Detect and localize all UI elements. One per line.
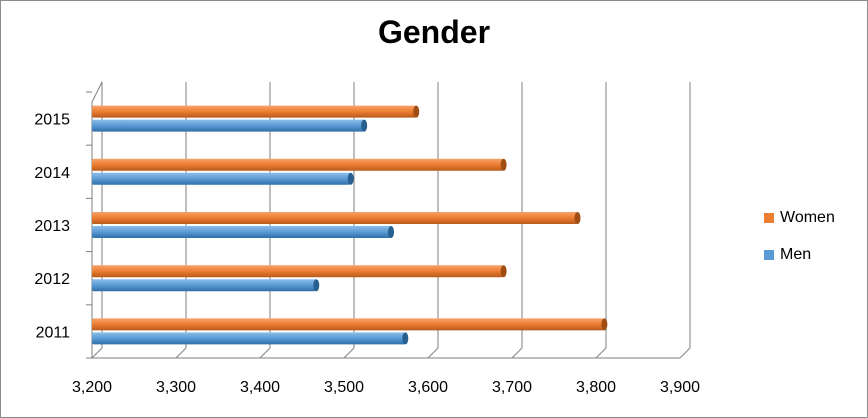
bar-men-2014 (92, 172, 351, 185)
bar-end-cap (402, 332, 409, 345)
bar-women-2014 (92, 158, 504, 171)
y-tick-label: 2011 (36, 324, 71, 341)
bar-women-2015 (92, 105, 417, 118)
grid-floor-line (343, 347, 355, 359)
legend-swatch-men (764, 250, 774, 260)
x-tick-label: 3,300 (156, 379, 196, 396)
tick-labels: 2011 2012 2013 2014 2015 3,200 3,300 3,400 3,500… (34, 112, 700, 396)
grid-floor-line (679, 347, 691, 359)
bar-end-cap (413, 105, 420, 118)
y-axis-top-edge (91, 81, 103, 103)
grid-floor-line (91, 347, 103, 359)
legend-label-women: Women (780, 209, 835, 226)
y-tick-label: 2013 (34, 218, 70, 235)
x-tick-label: 3,700 (492, 379, 532, 396)
bar-women-2012 (92, 265, 504, 278)
grid-floor-line (259, 347, 271, 359)
bar-end-cap (574, 212, 581, 224)
x-tick-label: 3,800 (576, 379, 616, 396)
bar-men-2011 (92, 332, 406, 345)
x-tick-label: 3,500 (324, 379, 364, 396)
y-tick-label: 2015 (34, 112, 70, 129)
grid-floor-line (511, 347, 523, 359)
legend-item-women: Women (764, 208, 835, 228)
bar-women-2013 (92, 212, 578, 224)
y-tick-label: 2012 (34, 271, 70, 288)
bars (92, 105, 608, 345)
bar-men-2015 (92, 119, 365, 132)
grid-floor-line (175, 347, 187, 359)
x-tick-label: 3,400 (240, 379, 280, 396)
chart-title: Gender (377, 14, 491, 50)
grid-floor-line (595, 347, 607, 359)
bar-end-cap (500, 265, 507, 278)
bar-end-cap (500, 158, 507, 171)
x-tick-label: 3,900 (660, 379, 700, 396)
legend-label-men: Men (780, 246, 812, 263)
bar-end-cap (313, 279, 320, 292)
bar-end-cap (347, 172, 354, 185)
x-tick-label: 3,200 (72, 379, 112, 396)
legend: Women Men (764, 208, 835, 282)
bar-end-cap (388, 226, 395, 238)
bar-end-cap (601, 318, 608, 331)
y-tick-label: 2014 (34, 165, 70, 182)
bar-men-2012 (92, 279, 317, 292)
legend-item-men: Men (764, 245, 835, 265)
legend-swatch-women (764, 213, 774, 223)
bar-end-cap (361, 119, 368, 132)
x-tick-label: 3,600 (408, 379, 448, 396)
bar-men-2013 (92, 226, 392, 238)
bar-women-2011 (92, 318, 605, 331)
grid-floor-line (427, 347, 439, 359)
